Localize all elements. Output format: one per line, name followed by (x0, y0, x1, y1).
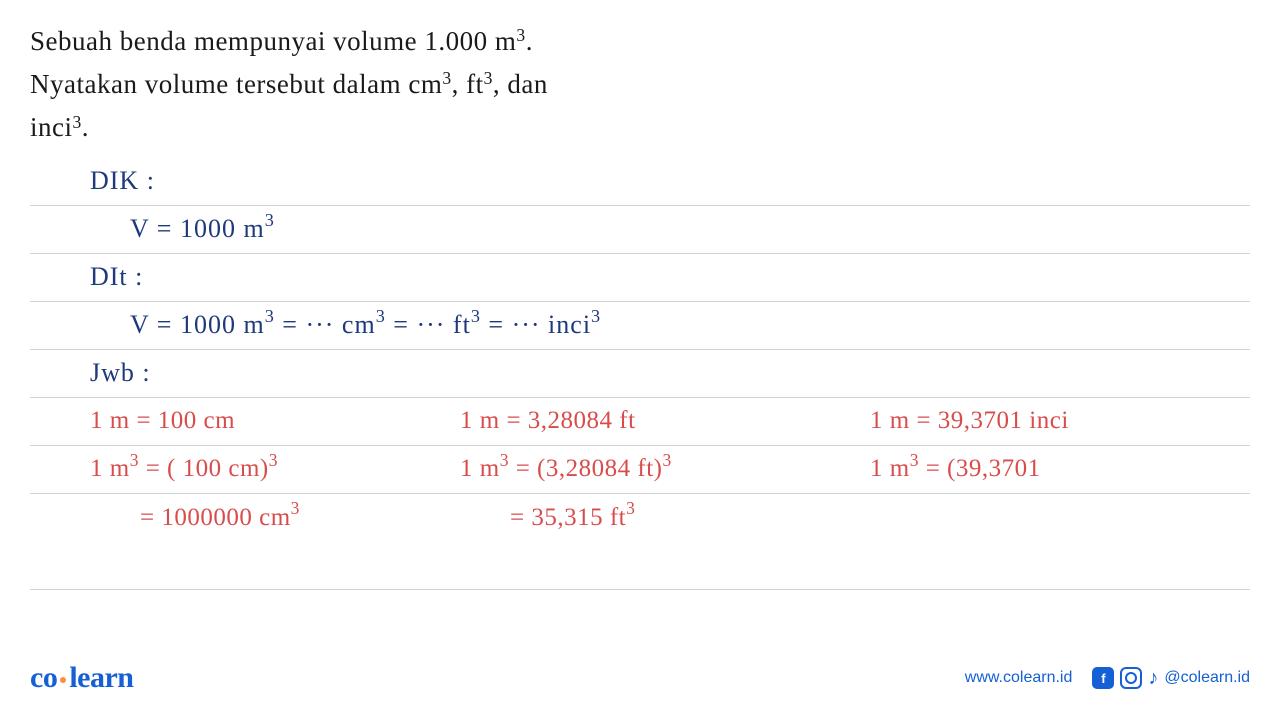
line-jwb: Jwb : (30, 350, 1250, 398)
col2-r2: 1 m3 = (3,28084 ft)3 (460, 455, 820, 483)
line-dit: DIt : (30, 254, 1250, 302)
col2-r3: = 35,315 ft3 (460, 504, 820, 532)
col3-r2: 1 m3 = (39,3701 (870, 455, 1041, 483)
logo-learn: learn (69, 661, 133, 694)
col1-r2: 1 m3 = ( 100 cm)3 (90, 455, 410, 483)
sup-inci3: 3 (73, 112, 82, 132)
social-icons: f ♪ @colearn.id (1092, 667, 1250, 690)
footer: colearn www.colearn.id f ♪ @colearn.id (30, 661, 1250, 695)
problem-statement: Sebuah benda mempunyai volume 1.000 m3. … (30, 20, 1250, 150)
dik-value: V = 1000 m3 (130, 214, 275, 244)
content-area: Sebuah benda mempunyai volume 1.000 m3. … (0, 0, 1280, 610)
line-red-row1: 1 m = 100 cm 1 m = 3,28084 ft 1 m = 39,3… (30, 398, 1250, 446)
line-red-row2: 1 m3 = ( 100 cm)3 1 m3 = (3,28084 ft)3 1… (30, 446, 1250, 494)
facebook-icon: f (1092, 667, 1114, 689)
col1-r3: = 1000000 cm3 (90, 504, 410, 532)
social-handle: @colearn.id (1164, 669, 1250, 687)
worksheet-lines: DIK : V = 1000 m3 DIt : V = 1000 m3 = ··… (30, 158, 1250, 590)
problem-line2-mid: , ft (452, 69, 484, 99)
dit-label: DIt : (90, 262, 143, 292)
footer-url: www.colearn.id (965, 669, 1073, 687)
instagram-icon (1120, 667, 1142, 689)
red-row-3: = 1000000 cm3 = 35,315 ft3 (30, 504, 820, 532)
line-dit-value: V = 1000 m3 = ··· cm3 = ··· ft3 = ··· in… (30, 302, 1250, 350)
colearn-logo: colearn (30, 661, 133, 695)
problem-line3: inci (30, 112, 73, 142)
dik-label: DIK : (90, 166, 155, 196)
problem-line3-end: . (82, 112, 89, 142)
problem-line1: Sebuah benda mempunyai volume 1.000 m (30, 26, 516, 56)
col3-r1: 1 m = 39,3701 inci (870, 407, 1069, 435)
logo-dot-icon (60, 677, 66, 683)
footer-right: www.colearn.id f ♪ @colearn.id (965, 667, 1250, 690)
problem-line1-end: . (526, 26, 533, 56)
empty-line (30, 542, 1250, 590)
col1-r1: 1 m = 100 cm (90, 407, 410, 435)
tiktok-icon: ♪ (1148, 667, 1158, 690)
sup-ft3: 3 (484, 68, 493, 88)
col2-r1: 1 m = 3,28084 ft (460, 407, 820, 435)
sup-cm3: 3 (442, 68, 451, 88)
red-row-1: 1 m = 100 cm 1 m = 3,28084 ft 1 m = 39,3… (30, 407, 1069, 435)
problem-line2: Nyatakan volume tersebut dalam cm (30, 69, 442, 99)
red-row-2: 1 m3 = ( 100 cm)3 1 m3 = (3,28084 ft)3 1… (30, 455, 1041, 483)
line-red-row3: = 1000000 cm3 = 35,315 ft3 (30, 494, 1250, 542)
jwb-label: Jwb : (90, 358, 151, 388)
line-dik-value: V = 1000 m3 (30, 206, 1250, 254)
logo-co: co (30, 661, 57, 694)
dit-value: V = 1000 m3 = ··· cm3 = ··· ft3 = ··· in… (130, 310, 601, 340)
line-dik: DIK : (30, 158, 1250, 206)
problem-line2-end: , dan (493, 69, 548, 99)
sup-m3-1: 3 (516, 25, 525, 45)
